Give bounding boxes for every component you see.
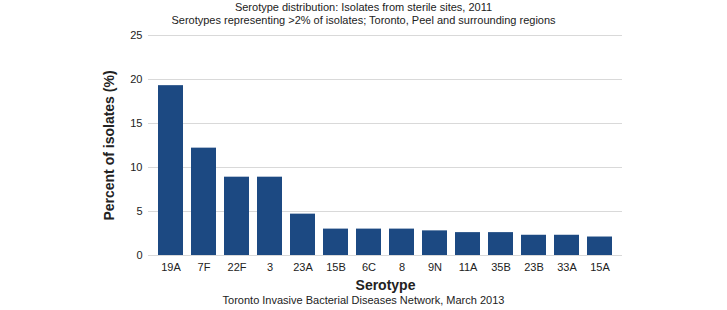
- html-text:Toronto Invasive Bacterial Dis: Toronto Invasive Bacterial Diseases Netw…: [222, 294, 505, 306]
- svg-text:15: 15: [130, 117, 142, 129]
- svg-text:20: 20: [130, 73, 142, 85]
- svg-text:9N: 9N: [428, 261, 442, 273]
- svg-text:7F: 7F: [198, 261, 211, 273]
- svg-text:23A: 23A: [293, 261, 313, 273]
- svg-text:35B: 35B: [491, 261, 511, 273]
- svg-text:19A: 19A: [161, 261, 181, 273]
- svg-text:0: 0: [136, 249, 142, 261]
- svg-text:10: 10: [130, 161, 142, 173]
- svg-text:25: 25: [130, 29, 142, 41]
- svg-text:Serotype: Serotype: [356, 277, 416, 293]
- svg-text:15B: 15B: [326, 261, 346, 273]
- html-text:Serotypes representing >2% of: Serotypes representing >2% of isolates; …: [171, 14, 556, 26]
- svg-text:Percent of isolates (%): Percent of isolates (%): [101, 70, 117, 220]
- svg-text:3: 3: [267, 261, 273, 273]
- svg-text:8: 8: [399, 261, 405, 273]
- svg-text:5: 5: [136, 205, 142, 217]
- svg-text:15A: 15A: [590, 261, 610, 273]
- svg-text:33A: 33A: [557, 261, 577, 273]
- html-text:Serotype distribution: Isolate: Serotype distribution: Isolates from ste…: [234, 1, 493, 13]
- svg-text:22F: 22F: [228, 261, 247, 273]
- svg-text:23B: 23B: [524, 261, 544, 273]
- svg-text:11A: 11A: [459, 261, 478, 273]
- svg-text:6C: 6C: [362, 261, 376, 273]
